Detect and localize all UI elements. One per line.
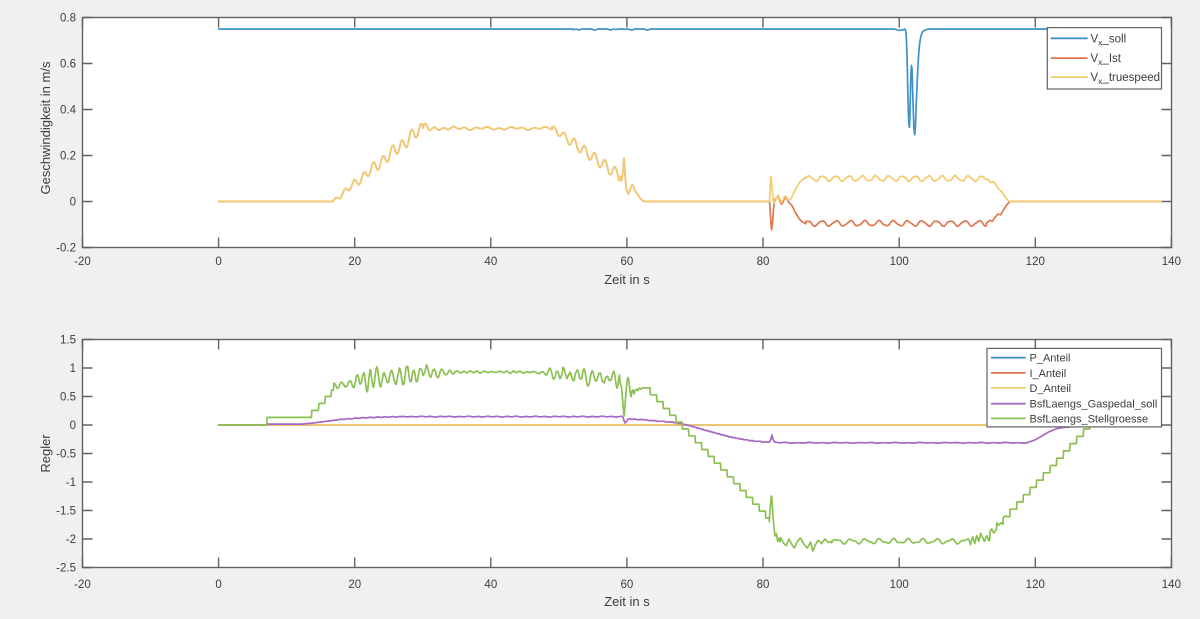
svg-text:140: 140 [1162,579,1181,591]
svg-text:0.5: 0.5 [60,392,76,404]
svg-text:120: 120 [1026,579,1045,591]
svg-text:BsfLaengs_Gaspedal_soll: BsfLaengs_Gaspedal_soll [1030,399,1158,411]
svg-text:100: 100 [890,256,909,268]
svg-text:BsfLaengs_Stellgroesse: BsfLaengs_Stellgroesse [1030,413,1149,425]
svg-text:60: 60 [621,256,634,268]
svg-text:0.8: 0.8 [60,13,76,25]
svg-text:-2: -2 [66,534,76,546]
svg-text:20: 20 [348,256,361,268]
svg-text:Vx_truespeed: Vx_truespeed [1091,72,1161,86]
svg-text:1: 1 [70,363,76,375]
svg-text:80: 80 [757,256,770,268]
svg-text:0: 0 [215,256,221,268]
svg-text:Vx_Ist: Vx_Ist [1091,53,1122,67]
svg-text:Zeit in s: Zeit in s [604,272,650,287]
svg-text:40: 40 [484,256,497,268]
svg-text:-2.5: -2.5 [56,563,76,575]
svg-text:0.2: 0.2 [60,151,76,163]
svg-text:140: 140 [1162,256,1181,268]
svg-text:I_Anteil: I_Anteil [1030,368,1067,380]
svg-text:Vx_soll: Vx_soll [1091,33,1127,47]
svg-text:20: 20 [348,579,361,591]
svg-text:-1.5: -1.5 [56,506,76,518]
svg-text:1.5: 1.5 [60,335,76,347]
svg-text:D_Anteil: D_Anteil [1030,383,1072,395]
svg-text:80: 80 [757,579,770,591]
svg-text:0: 0 [215,579,221,591]
svg-text:0: 0 [70,420,76,432]
svg-text:P_Anteil: P_Anteil [1030,353,1071,365]
svg-text:60: 60 [621,579,634,591]
svg-text:-0.2: -0.2 [56,243,76,255]
svg-text:Regler: Regler [38,434,53,473]
svg-text:-20: -20 [74,256,91,268]
svg-text:40: 40 [484,579,497,591]
svg-text:120: 120 [1026,256,1045,268]
svg-text:-20: -20 [74,579,91,591]
svg-text:0.4: 0.4 [60,105,77,117]
svg-text:Zeit in s: Zeit in s [604,594,650,609]
svg-text:0.6: 0.6 [60,59,76,71]
svg-text:100: 100 [890,579,909,591]
svg-text:0: 0 [70,197,76,209]
svg-text:-1: -1 [66,477,76,489]
svg-text:Geschwindigkeit in m/s: Geschwindigkeit in m/s [38,61,53,194]
svg-text:-0.5: -0.5 [56,449,76,461]
